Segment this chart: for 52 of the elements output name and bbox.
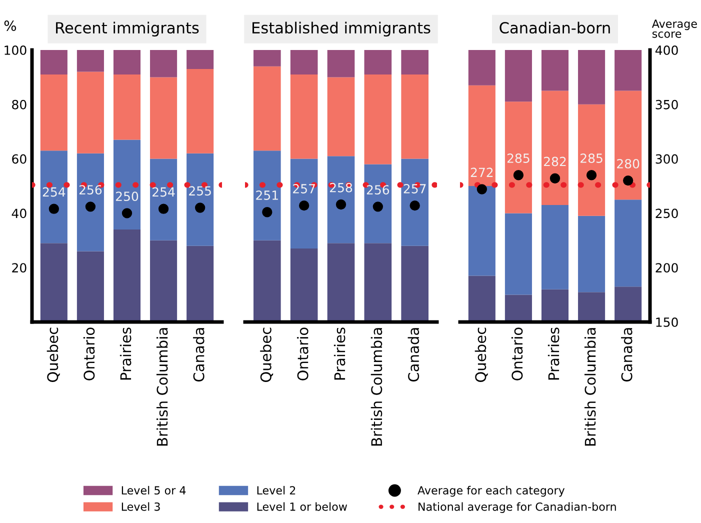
chart-title: Canadian-born <box>500 22 610 34</box>
x-tick-label: British Columbia <box>156 328 168 446</box>
data-label: 254 <box>152 187 175 197</box>
x-tick-label: British Columbia <box>584 328 596 446</box>
x-tick-label: Canada <box>193 328 204 382</box>
x-tick-label: Ontario <box>511 328 523 380</box>
chart-title: Recent immigrants <box>56 22 199 37</box>
x-tick-label: Quebec <box>474 328 488 382</box>
y-tick-label: 100 <box>4 45 26 55</box>
data-label: 282 <box>544 156 566 166</box>
x-tick-label: Prairies <box>120 328 132 380</box>
data-label: 258 <box>330 182 352 192</box>
x-tick-label: Prairies <box>334 328 346 380</box>
legend-label: Level 1 or below <box>257 502 348 511</box>
y2-tick-label: 300 <box>656 154 678 164</box>
legend-label: National average for Canadian-born <box>418 502 616 513</box>
data-label: 285 <box>507 154 530 163</box>
y-tick-label: 60 <box>12 154 26 164</box>
data-label: 255 <box>189 186 211 196</box>
y2-tick-label: 150 <box>656 317 678 327</box>
x-tick-label: Canada <box>408 328 420 382</box>
data-label: 280 <box>617 158 640 168</box>
data-label: 254 <box>42 187 66 197</box>
legend-label: Level 5 or 4 <box>122 486 186 495</box>
data-label: 257 <box>293 184 315 194</box>
legend-label: Level 3 <box>122 502 160 511</box>
legend-label: Average for each category <box>418 486 565 497</box>
data-label: 256 <box>79 185 102 195</box>
y2-tick-label: 400 <box>655 45 678 55</box>
y-tick-label: 20 <box>12 263 26 273</box>
y-tick-label: 80 <box>12 100 26 110</box>
y2-axis-title: Average score <box>652 20 697 38</box>
y-tick-label: 40 <box>12 208 26 218</box>
legend-label: Level 2 <box>257 486 296 495</box>
chart-title: Established immigrants <box>252 22 430 37</box>
x-tick-label: Canada <box>621 328 632 382</box>
data-label: 250 <box>116 192 138 202</box>
y2-tick-label: 200 <box>656 263 678 273</box>
y2-tick-label: 250 <box>656 208 678 218</box>
x-tick-label: Prairies <box>548 328 560 380</box>
x-tick-label: Quebec <box>46 328 60 382</box>
x-tick-label: Ontario <box>297 328 308 380</box>
data-label: 272 <box>470 168 493 177</box>
x-tick-label: British Columbia <box>370 328 382 446</box>
data-label: 285 <box>580 154 602 163</box>
y-axis-title: % <box>4 20 16 31</box>
data-label: 256 <box>366 185 390 195</box>
x-tick-label: Quebec <box>260 328 274 382</box>
data-label: 257 <box>404 184 426 194</box>
data-label: 251 <box>256 190 278 200</box>
y2-tick-label: 350 <box>656 100 678 110</box>
x-tick-label: Ontario <box>83 328 95 380</box>
